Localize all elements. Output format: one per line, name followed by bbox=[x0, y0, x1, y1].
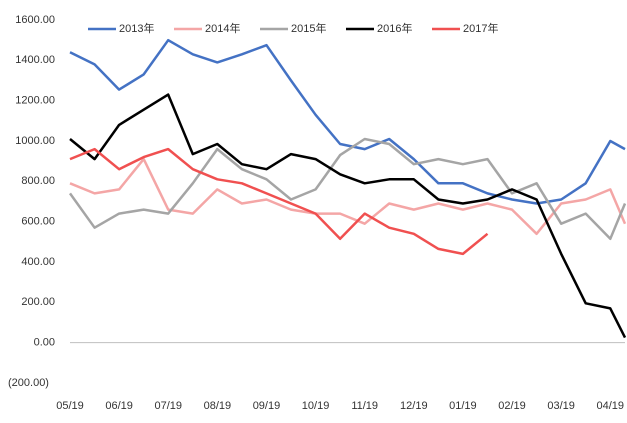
series-line bbox=[69, 157, 627, 236]
y-tick-label: 200.00 bbox=[21, 296, 55, 308]
y-tick-label: 1200.00 bbox=[15, 95, 55, 107]
series-line bbox=[68, 137, 627, 241]
x-tick-label: 05/19 bbox=[56, 400, 84, 412]
series-line bbox=[69, 93, 627, 339]
x-tick-label: 01/19 bbox=[449, 400, 477, 412]
x-tick-label: 08/19 bbox=[204, 400, 232, 412]
x-tick-label: 02/19 bbox=[498, 400, 526, 412]
legend-label: 2017年 bbox=[463, 21, 498, 35]
y-tick-label: 0.00 bbox=[34, 337, 55, 349]
x-tick-label: 10/19 bbox=[302, 400, 330, 412]
legend-label: 2013年 bbox=[119, 21, 154, 35]
series-line bbox=[69, 147, 489, 256]
legend-label: 2014年 bbox=[205, 21, 240, 35]
x-tick-label: 04/19 bbox=[596, 400, 624, 412]
x-tick-label: 09/19 bbox=[253, 400, 281, 412]
y-tick-label: 1600.00 bbox=[15, 14, 55, 26]
x-tick-label: 06/19 bbox=[105, 400, 133, 412]
legend-label: 2016年 bbox=[377, 21, 412, 35]
x-tick-label: 11/19 bbox=[351, 400, 378, 412]
y-tick-label: 1000.00 bbox=[15, 135, 55, 147]
x-tick-label: 12/19 bbox=[400, 400, 428, 412]
x-tick-label: 07/19 bbox=[154, 400, 182, 412]
y-tick-label: 400.00 bbox=[21, 256, 55, 268]
x-tick-label: 03/19 bbox=[547, 400, 575, 412]
legend-label: 2015年 bbox=[291, 21, 326, 35]
y-tick-label: 600.00 bbox=[21, 216, 55, 228]
y-tick-label: 800.00 bbox=[21, 175, 55, 187]
y-tick-label: (200.00) bbox=[8, 377, 49, 389]
y-tick-label: 1400.00 bbox=[15, 54, 55, 66]
